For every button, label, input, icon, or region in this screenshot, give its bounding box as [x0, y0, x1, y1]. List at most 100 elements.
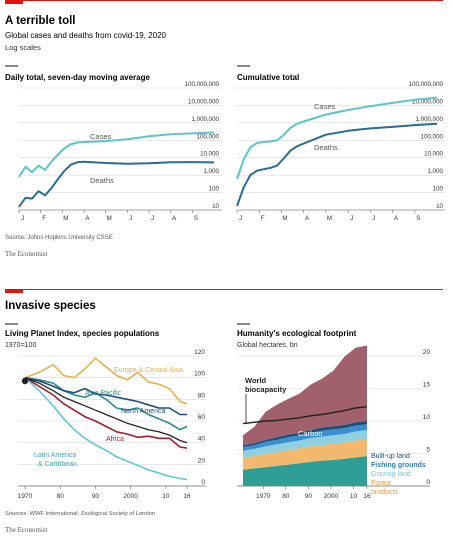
- x-tick-label: 1970: [256, 493, 271, 500]
- x-tick-label: M: [327, 215, 332, 222]
- x-tick-label: A: [85, 215, 90, 222]
- chart-footprint-label-forest-2: products: [371, 489, 398, 496]
- x-tick-label: A: [394, 215, 399, 222]
- x-tick-label: S: [194, 215, 198, 222]
- area-built-up-land: [243, 421, 367, 447]
- area-grazing-land: [243, 430, 367, 459]
- x-tick-label: S: [416, 215, 420, 222]
- chart-lpi-label-africa: Africa: [106, 436, 124, 443]
- chart-lpi: Living Planet Index, species populations…: [5, 323, 206, 500]
- x-tick-label: 90: [305, 493, 313, 500]
- x-tick-label: 80: [57, 493, 65, 500]
- x-tick-label: 16: [363, 493, 371, 500]
- y-tick-label: 10,000: [424, 151, 443, 158]
- series-line-north-america: [24, 376, 187, 416]
- x-tick-label: 90: [92, 493, 100, 500]
- x-tick-label: M: [282, 215, 287, 222]
- chart-footprint-areas: [242, 345, 368, 486]
- chart-footprint-title: Humanity's ecological footprint: [237, 329, 357, 338]
- y-tick-label: 10: [423, 414, 431, 421]
- panel1-title: A terrible toll: [5, 15, 76, 27]
- y-tick-label: 60: [198, 414, 206, 421]
- area-cropland: [243, 456, 367, 486]
- x-tick-label: 2000: [324, 493, 339, 500]
- chart-footprint-label-carbon: Carbon: [298, 429, 323, 438]
- y-tick-label: 10: [436, 203, 443, 210]
- accent-bar-2: [5, 289, 23, 293]
- x-tick-label: J: [151, 215, 154, 222]
- y-tick-label: 100,000,000: [185, 81, 220, 88]
- y-tick-label: 1,000,000: [415, 116, 443, 123]
- y-tick-label: 1,000: [204, 168, 220, 175]
- y-tick-label: 100,000: [197, 133, 220, 140]
- x-tick-label: F: [261, 215, 265, 222]
- chart-daily-y-ticks: 100,000,000 10,000,000 1,000,000 100,000 10,…: [185, 81, 220, 210]
- y-tick-label: 100: [433, 186, 444, 193]
- panel1-source: Source: Johns Hopkins University CSSE: [5, 235, 113, 241]
- y-tick-label: 100: [209, 186, 220, 193]
- chart-daily-lines: [18, 131, 215, 208]
- x-tick-label: 16: [183, 493, 191, 500]
- chart-daily-grid: [19, 87, 222, 211]
- panel1-brand: The Economist: [5, 250, 48, 258]
- chart-footprint-subtitle: Global hectares, bn: [237, 342, 298, 349]
- y-tick-label: 15: [423, 382, 431, 389]
- chart-lpi-label-latam-1: Latin America: [34, 452, 77, 459]
- panel2-source: Sources: WWF International; Zoological S…: [5, 511, 155, 517]
- chart-lpi-subtitle: 1970=100: [5, 342, 36, 349]
- chart-cumulative: Cumulative total 100,000,000 10,000,000 1,…: [236, 65, 445, 222]
- area-forest-products: [243, 439, 367, 470]
- y-tick-label: 10,000: [200, 151, 219, 158]
- series-line-europe: [24, 357, 188, 405]
- chart-lpi-base-marker: [21, 377, 29, 385]
- y-tick-label: 20: [423, 349, 431, 356]
- series-line-latin-america: [24, 377, 188, 481]
- x-tick-label: J: [21, 215, 24, 222]
- chart-footprint: Humanity's ecological footprint Global h…: [237, 323, 431, 514]
- chart-footprint-x-ticks: 1970 80 90 2000 10 16: [256, 486, 371, 500]
- chart-footprint-label-grazing: Grazing land: [371, 471, 411, 478]
- x-tick-label: J: [350, 215, 353, 222]
- chart-footprint-label-fishing: Fishing grounds: [371, 462, 426, 469]
- chart-cumulative-grid: [237, 87, 445, 211]
- y-tick-label: 20: [198, 457, 206, 464]
- x-tick-label: A: [305, 215, 310, 222]
- x-tick-label: 1970: [18, 493, 33, 500]
- accent-bar-1: [5, 0, 23, 4]
- biocapacity-line: [242, 406, 368, 425]
- chart-daily-label-cases: Cases: [90, 132, 112, 141]
- y-tick-label: 5: [426, 447, 430, 454]
- series-line-africa: [24, 377, 188, 449]
- chart-cumulative-label-cases: Cases: [314, 102, 336, 111]
- chart-footprint-label-forest-1: Forest: [371, 480, 391, 487]
- series-line-global: [24, 377, 188, 444]
- panel1-note: Log scales: [5, 43, 41, 52]
- chart-lpi-label-europe: Europe & Central Asia: [114, 367, 183, 374]
- y-tick-label: 80: [198, 392, 206, 399]
- y-tick-label: 1,000: [428, 168, 444, 175]
- x-tick-label: 2000: [123, 493, 138, 500]
- area-fishing-grounds: [243, 424, 367, 451]
- y-tick-label: 0: [426, 479, 430, 486]
- chart-footprint-label-bio-1: World: [245, 376, 267, 385]
- series-line-cases: [236, 96, 438, 180]
- y-tick-label: 120: [194, 349, 205, 356]
- y-tick-label: 10: [212, 203, 219, 210]
- x-tick-label: J: [129, 215, 132, 222]
- chart-cumulative-label-deaths: Deaths: [314, 143, 338, 152]
- series-line-deaths: [236, 122, 438, 207]
- series-line-cases: [18, 131, 215, 178]
- chart-daily: Daily total, seven-day moving average 10…: [5, 65, 222, 222]
- x-tick-label: F: [42, 215, 46, 222]
- chart-lpi-label-latam-2: & Caribbean: [38, 461, 77, 468]
- y-tick-label: 100: [194, 371, 205, 378]
- chart-footprint-label-bio-2: biocapacity: [245, 385, 287, 394]
- y-tick-label: 10,000,000: [188, 98, 220, 105]
- panel2-brand: The Economist: [5, 526, 48, 534]
- chart-lpi-title: Living Planet Index, species populations: [5, 329, 160, 338]
- chart-daily-label-deaths: Deaths: [90, 176, 114, 185]
- x-tick-label: A: [172, 215, 177, 222]
- chart-cumulative-lines: [236, 96, 438, 207]
